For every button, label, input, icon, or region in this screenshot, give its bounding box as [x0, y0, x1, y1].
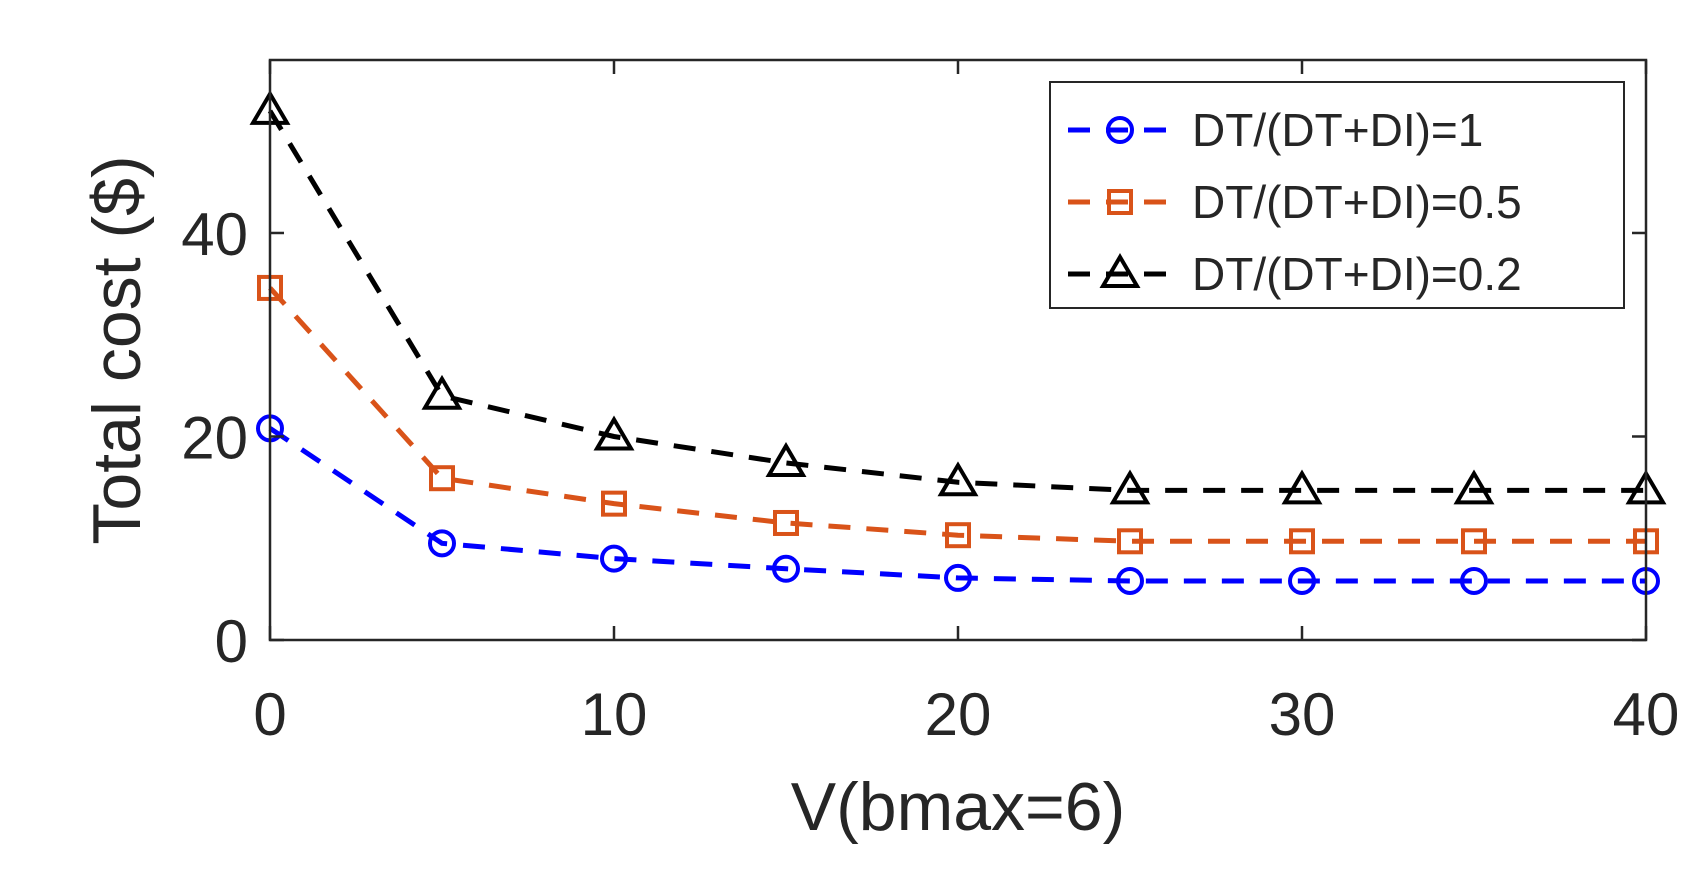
- data-point: [421, 374, 463, 410]
- y-tick-label: 20: [181, 404, 248, 471]
- data-point: [937, 461, 979, 497]
- legend-marker: [1107, 189, 1133, 215]
- x-tick-label: 0: [253, 681, 286, 748]
- data-point: [1288, 566, 1316, 595]
- data-point: [1453, 469, 1495, 505]
- series-line: [268, 286, 1646, 544]
- data-point: [593, 415, 635, 451]
- data-point: [429, 465, 455, 492]
- y-tick-label: 0: [215, 608, 248, 675]
- data-point: [1289, 528, 1315, 555]
- series-line: [268, 426, 1646, 584]
- data-point: [765, 441, 807, 477]
- y-tick-label: 40: [181, 201, 248, 268]
- y-axis-label: Total cost ($): [79, 155, 155, 544]
- legend-item: DT/(DT+DI)=0.2: [1068, 248, 1522, 300]
- data-point: [1460, 566, 1488, 595]
- x-axis-label: V(bmax=6): [791, 769, 1125, 845]
- series-line: [267, 109, 1646, 493]
- legend-marker: [1106, 116, 1134, 144]
- data-point: [944, 563, 972, 592]
- legend: DT/(DT+DI)=1 DT/(DT+DI)=0.5 DT/(DT+DI)=0.2: [1049, 81, 1625, 309]
- legend-box: [1049, 81, 1625, 309]
- legend-items: DT/(DT+DI)=1 DT/(DT+DI)=0.5 DT/(DT+DI)=0.2: [1068, 104, 1522, 300]
- legend-item: DT/(DT+DI)=0.5: [1068, 176, 1522, 228]
- data-point: [1116, 566, 1144, 595]
- data-point: [600, 544, 628, 573]
- x-tick-label: 30: [1269, 681, 1336, 748]
- legend-label: DT/(DT+DI)=1: [1192, 104, 1483, 156]
- legend-label: DT/(DT+DI)=0.2: [1192, 248, 1522, 300]
- data-point: [1109, 469, 1151, 505]
- data-point: [772, 554, 800, 583]
- data-point: [601, 490, 627, 517]
- x-tick-label: 40: [1613, 681, 1680, 748]
- data-point: [773, 509, 799, 536]
- data-point: [1117, 528, 1143, 555]
- legend-label: DT/(DT+DI)=0.5: [1192, 176, 1522, 228]
- x-tick-label: 20: [925, 681, 992, 748]
- data-point: [1281, 469, 1323, 505]
- legend-marker: [1099, 253, 1141, 288]
- series-circle: [256, 414, 1660, 595]
- tick-layer: 0 10 20 30 40 0 20 40: [181, 60, 1679, 748]
- x-tick-label: 10: [581, 681, 648, 748]
- legend-item: DT/(DT+DI)=1: [1068, 104, 1483, 156]
- data-point: [428, 529, 456, 558]
- data-point: [1461, 528, 1487, 555]
- data-point: [945, 522, 971, 549]
